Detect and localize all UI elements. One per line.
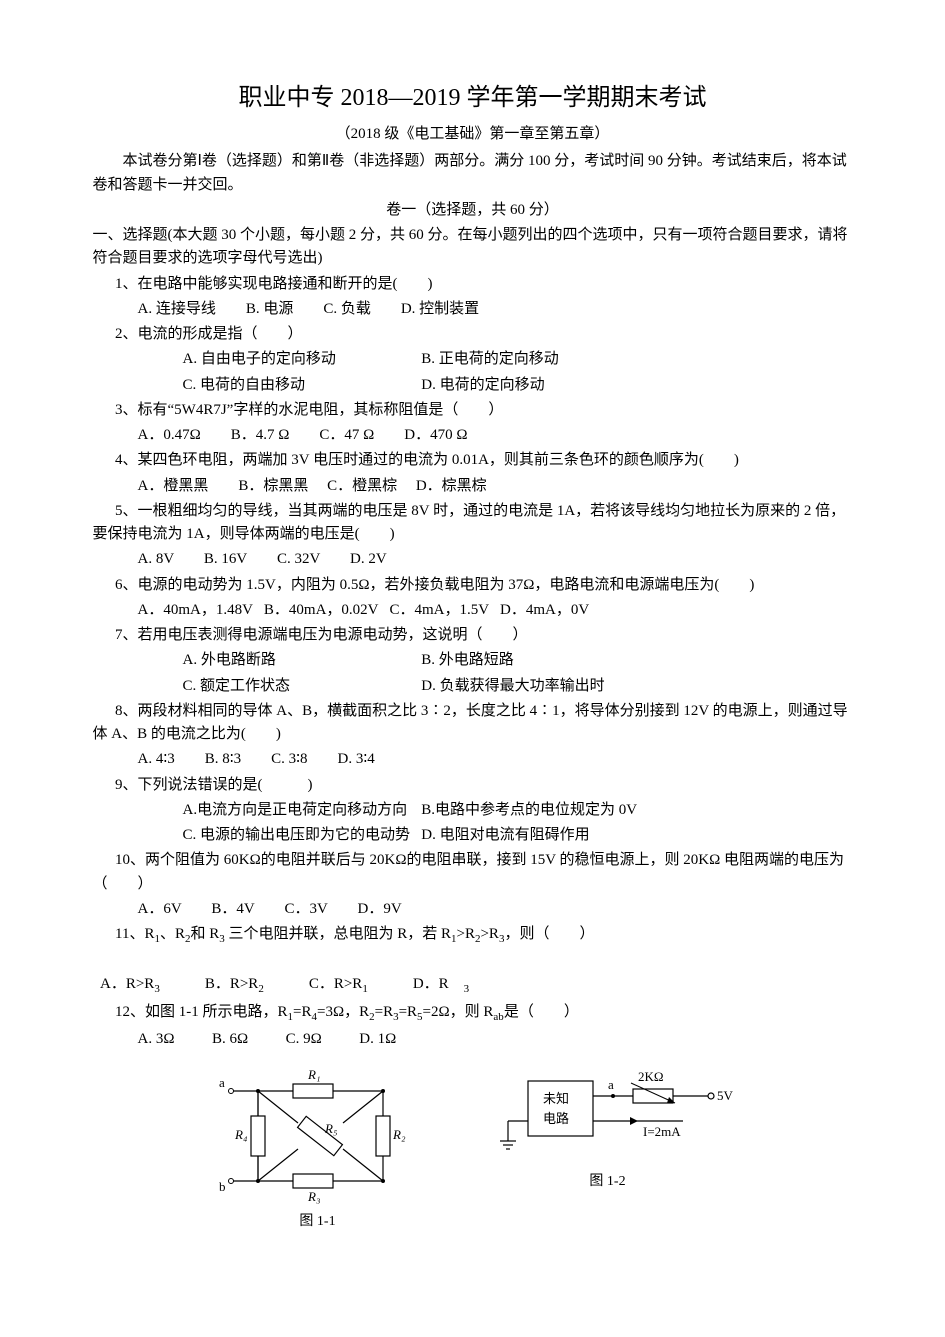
figure-1-1: a b R₁ R₃ R₄ R₂	[213, 1061, 423, 1233]
q7-stem: 7、若用电压表测得电源端电压为电源电动势，这说明（ ）	[93, 624, 853, 647]
q2-optD: D. 电荷的定向移动	[421, 377, 544, 393]
q9-optD: D. 电阻对电流有阻碍作用	[421, 827, 589, 843]
q7-optC: C. 额定工作状态	[138, 675, 418, 698]
q8-opts: A. 4∶3 B. 8∶3 C. 3∶8 D. 3∶4	[93, 748, 853, 771]
q7-row2: C. 额定工作状态 D. 负载获得最大功率输出时	[93, 675, 853, 698]
q10-opts: A．6V B．4V C．3V D．9V	[93, 898, 853, 921]
q7-row1: A. 外电路断路 B. 外电路短路	[93, 649, 853, 672]
svg-text:a: a	[608, 1077, 614, 1092]
q2-row2: C. 电荷的自由移动 D. 电荷的定向移动	[93, 374, 853, 397]
circuit-diagram-1-1: a b R₁ R₃ R₄ R₂	[213, 1061, 423, 1211]
svg-text:R₄: R₄	[234, 1127, 248, 1142]
svg-text:R₃: R₃	[307, 1189, 320, 1204]
q2-stem: 2、电流的形成是指（ ）	[93, 323, 853, 346]
fig1-caption: 图 1-1	[213, 1211, 423, 1233]
svg-text:5V: 5V	[717, 1088, 733, 1103]
q9-optC: C. 电源的输出电压即为它的电动势	[138, 824, 418, 847]
svg-text:b: b	[219, 1179, 226, 1194]
q9-optB: B.电路中参考点的电位规定为 0V	[421, 802, 637, 818]
q12-stem: 12、如图 1-1 所示电路，R1=R4=3Ω，R2=R3=R5=2Ω，则 Ra…	[93, 1001, 853, 1026]
q4-stem: 4、某四色环电阻，两端加 3V 电压时通过的电流为 0.01A，则其前三条色环的…	[93, 449, 853, 472]
q5-stem: 5、一根粗细均匀的导线，当其两端的电压是 8V 时，通过的电流是 1A，若将该导…	[93, 500, 853, 547]
q7-optB: B. 外电路短路	[421, 652, 514, 668]
q11-stem: 11、R1、R2和 R3 三个电阻并联，总电阻为 R，若 R1>R2>R3，则（…	[93, 923, 853, 948]
svg-text:2KΩ: 2KΩ	[638, 1069, 664, 1084]
page-subtitle: （2018 级《电工基础》第一章至第五章）	[93, 123, 853, 146]
q2-optC: C. 电荷的自由移动	[138, 374, 418, 397]
figures-row: a b R₁ R₃ R₄ R₂	[93, 1061, 853, 1233]
q7-optA: A. 外电路断路	[138, 649, 418, 672]
q2-optB: B. 正电荷的定向移动	[421, 351, 559, 367]
q1-opts: A. 连接导线 B. 电源 C. 负载 D. 控制装置	[93, 298, 853, 321]
q9-row2: C. 电源的输出电压即为它的电动势 D. 电阻对电流有阻碍作用	[93, 824, 853, 847]
circuit-diagram-1-2: 未知 电路 a 2KΩ 5V I=2mA	[483, 1061, 733, 1171]
q10-stem: 10、两个阻值为 60KΩ的电阻并联后与 20KΩ的电阻串联，接到 15V 的稳…	[93, 849, 853, 896]
q2-row1: A. 自由电子的定向移动 B. 正电荷的定向移动	[93, 348, 853, 371]
q5-opts: A. 8V B. 16V C. 32V D. 2V	[93, 548, 853, 571]
q6-opts: A．40mA，1.48V B．40mA，0.02V C．4mA，1.5V D．4…	[93, 599, 853, 622]
q4-opts: A．橙黑黑 B．棕黑黑 C．橙黑棕 D．棕黑棕	[93, 475, 853, 498]
svg-text:I=2mA: I=2mA	[643, 1124, 681, 1139]
svg-text:a: a	[219, 1075, 225, 1090]
q9-stem: 9、下列说法错误的是( )	[93, 774, 853, 797]
fig2-caption: 图 1-2	[483, 1171, 733, 1193]
section1-head: 一、选择题(本大题 30 个小题，每小题 2 分，共 60 分。在每小题列出的四…	[93, 224, 853, 271]
q7-optD: D. 负载获得最大功率输出时	[421, 678, 604, 694]
q8-stem: 8、两段材料相同的导体 A、B，横截面积之比 3∶2，长度之比 4∶1，将导体分…	[93, 700, 853, 747]
q1-stem: 1、在电路中能够实现电路接通和断开的是( )	[93, 273, 853, 296]
q3-opts: A．0.47Ω B．4.7 Ω C．47 Ω D．470 Ω	[93, 424, 853, 447]
figure-1-2: 未知 电路 a 2KΩ 5V I=2mA	[483, 1061, 733, 1233]
part1-label: 卷一（选择题，共 60 分）	[93, 199, 853, 222]
intro-text: 本试卷分第Ⅰ卷（选择题）和第Ⅱ卷（非选择题）两部分。满分 100 分，考试时间 …	[93, 150, 853, 197]
q3-stem: 3、标有“5W4R7J”字样的水泥电阻，其标称阻值是（ ）	[93, 399, 853, 422]
q9-optA: A.电流方向是正电荷定向移动方向	[138, 799, 418, 822]
q12-opts: A. 3Ω B. 6Ω C. 9Ω D. 1Ω	[93, 1028, 853, 1051]
svg-text:R₅: R₅	[324, 1121, 337, 1136]
svg-text:R₂: R₂	[392, 1127, 406, 1142]
q2-optA: A. 自由电子的定向移动	[138, 348, 418, 371]
svg-text:R₁: R₁	[307, 1067, 320, 1082]
q11-opts: A．R>R3 B．R>R2 C．R>R1 D．R 3	[93, 950, 853, 998]
svg-text:未知: 未知	[543, 1091, 569, 1106]
q6-stem: 6、电源的电动势为 1.5V，内阻为 0.5Ω，若外接负载电阻为 37Ω，电路电…	[93, 574, 853, 597]
page-title: 职业中专 2018—2019 学年第一学期期末考试	[93, 80, 853, 117]
q9-row1: A.电流方向是正电荷定向移动方向 B.电路中参考点的电位规定为 0V	[93, 799, 853, 822]
svg-text:电路: 电路	[543, 1111, 569, 1126]
